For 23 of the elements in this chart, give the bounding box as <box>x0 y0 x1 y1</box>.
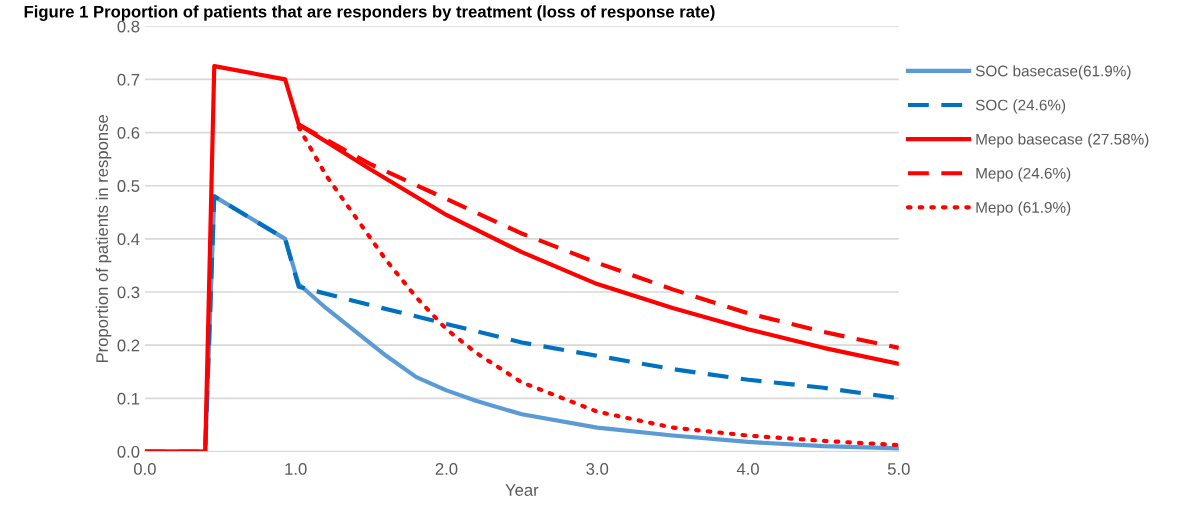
y-tick-label: 0.5 <box>117 180 140 192</box>
y-tick-label: 0.2 <box>117 339 140 352</box>
y-tick-label: 0.8 <box>117 20 140 33</box>
y-axis-title: Proportion of patients in response <box>95 114 112 363</box>
legend-label: Mepo (24.6%) <box>976 167 1071 182</box>
legend-label: SOC basecase(61.9%) <box>975 65 1131 80</box>
x-tick-label: 5.0 <box>887 463 910 475</box>
y-tick-label: 0.0 <box>117 445 140 458</box>
legend-label: Mepo basecase (27.58%) <box>976 133 1149 148</box>
legend-label: SOC (24.6%) <box>975 99 1066 114</box>
y-tick-label: 0.4 <box>117 233 140 246</box>
legend-label: Mepo (61.9%) <box>976 201 1071 216</box>
x-tick-label: 0.0 <box>133 463 156 475</box>
y-tick-label: 0.6 <box>117 126 140 139</box>
x-axis-title: Year <box>505 484 539 496</box>
x-tick-label: 1.0 <box>285 463 307 475</box>
x-tick-label: 2.0 <box>435 463 458 475</box>
y-tick-label: 0.7 <box>117 73 140 86</box>
y-tick-label: 0.3 <box>117 286 140 299</box>
x-tick-label: 3.0 <box>586 463 609 475</box>
x-tick-label: 4.0 <box>736 463 759 475</box>
y-tick-label: 0.1 <box>117 392 140 405</box>
chart-title: Figure 1 Proportion of patients that are responders by treatment (loss of response rate) <box>24 5 715 21</box>
